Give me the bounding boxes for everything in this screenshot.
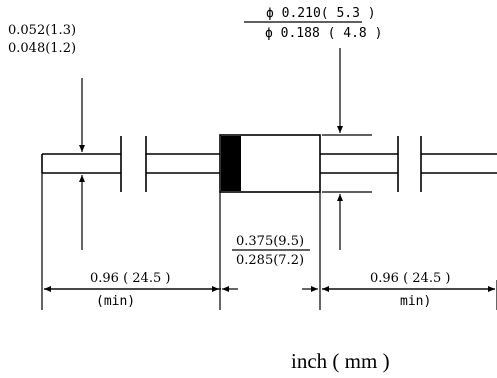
- lead-length-right-label: 0.96 ( 24.5 ): [370, 271, 450, 286]
- body-length-dimension: [219, 192, 321, 310]
- lead-length-left-note: (min): [96, 294, 135, 309]
- left-lead: [41, 153, 220, 174]
- body-diameter-min-label: ϕ 0.188 ( 4.8 ): [265, 26, 382, 41]
- diode-body: [219, 134, 321, 193]
- right-lead-break-symbol: [397, 136, 422, 192]
- right-lead: [320, 153, 497, 174]
- body-length-max-label: 0.375(9.5): [236, 234, 304, 249]
- lead-diameter-max-label: 0.052(1.3): [8, 23, 76, 38]
- body-diameter-max-label: ϕ 0.210( 5.3 ): [266, 6, 376, 21]
- units-label: inch ( mm ): [291, 349, 390, 373]
- left-lead-break-symbol: [120, 136, 147, 192]
- lead-length-left-label: 0.96 ( 24.5 ): [90, 271, 170, 286]
- lead-diameter-min-label: 0.048(1.2): [8, 41, 76, 56]
- cathode-band: [221, 136, 241, 191]
- lead-length-dimension-line: [41, 173, 497, 310]
- body-length-min-label: 0.285(7.2): [236, 253, 304, 268]
- body-diameter-dimension: [244, 21, 372, 250]
- lead-length-right-note: min): [400, 294, 431, 309]
